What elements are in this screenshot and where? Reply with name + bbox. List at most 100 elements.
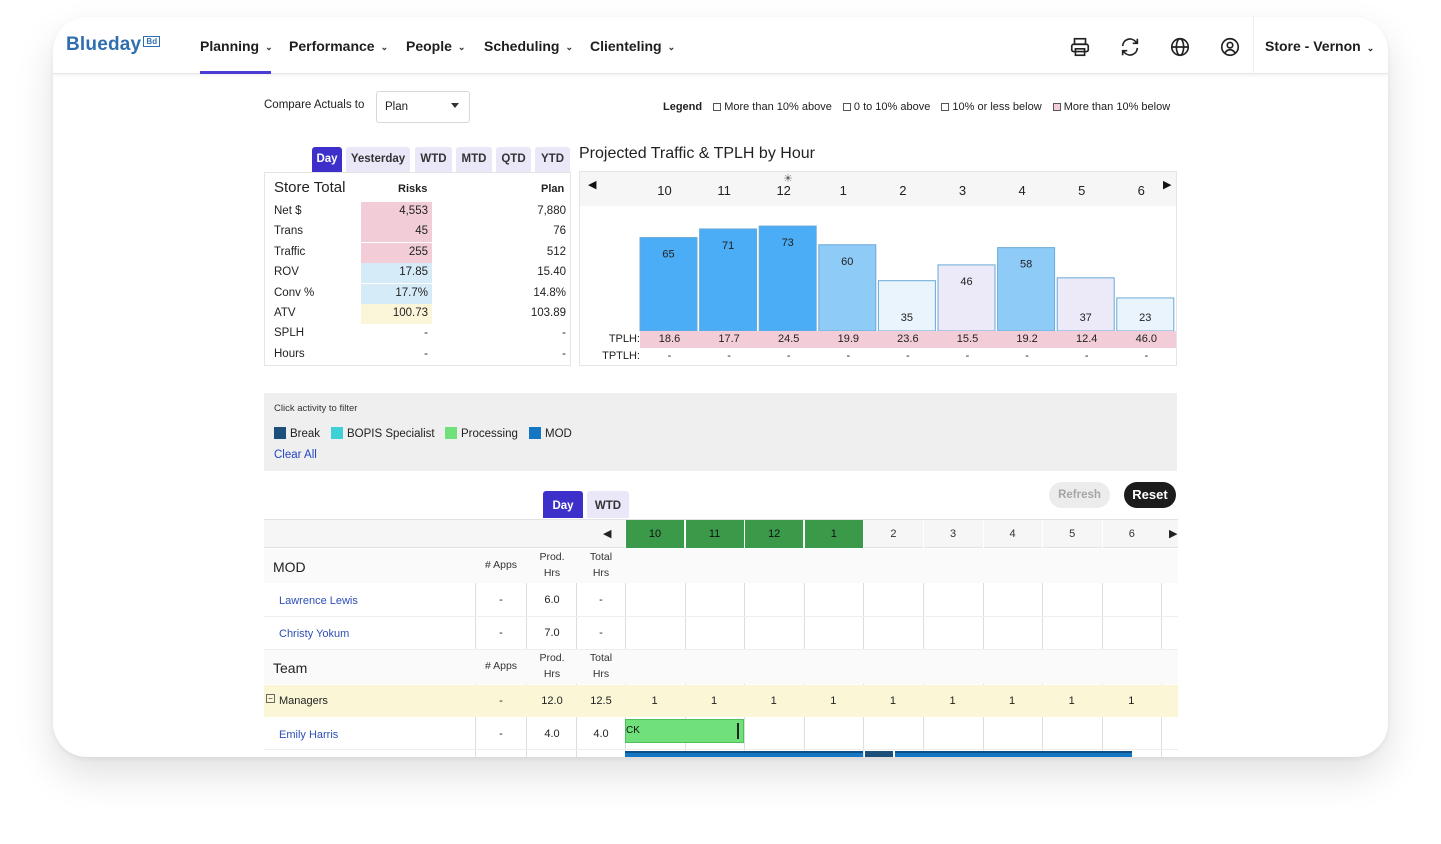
schedule-hour[interactable]: 3: [923, 520, 982, 548]
tab-qtd[interactable]: QTD: [496, 147, 531, 172]
metric-label: Net $: [274, 205, 302, 217]
schedule-hour[interactable]: 2: [863, 520, 922, 548]
nav-scheduling-label: Scheduling: [484, 38, 560, 54]
tab-yesterday[interactable]: Yesterday: [346, 147, 410, 172]
logo[interactable]: Blueday Bd: [66, 34, 161, 56]
compare-select[interactable]: Plan: [376, 91, 470, 123]
nav-active-indicator: [200, 71, 271, 74]
tptlh-value: -: [667, 350, 672, 362]
tplh-value: 24.5: [777, 333, 800, 345]
next-arrow-icon[interactable]: ▶: [1163, 179, 1172, 191]
chevron-down-icon: ⌄: [380, 42, 389, 52]
compare-value: Plan: [385, 101, 409, 113]
traffic-bar[interactable]: [997, 247, 1056, 331]
bar-value-label: 65: [662, 249, 674, 261]
legend-label: More than 10% above: [724, 101, 832, 113]
mod-shift-bar[interactable]: [895, 751, 1132, 757]
schedule-hour[interactable]: 12: [744, 520, 804, 548]
managers-group-row[interactable]: − Managers - 12.0 12.5 1 1 1 1 1 1 1 1 1: [264, 685, 1178, 717]
break-shift-bar[interactable]: [865, 751, 893, 757]
col-prod-hrs: Prod. Hrs: [539, 652, 565, 680]
mod-title: MOD: [273, 559, 306, 575]
printer-icon[interactable]: [1069, 36, 1091, 58]
schedule-hour[interactable]: 10: [625, 520, 684, 548]
store-total-row: SPLH - -: [265, 324, 570, 345]
schedule-tab-day[interactable]: Day: [543, 491, 583, 518]
processing-shift-bar[interactable]: CK: [625, 719, 744, 743]
refresh-button[interactable]: Refresh: [1049, 482, 1110, 508]
store-total-row: Conv % 17.7% 14.8%: [265, 283, 570, 304]
resize-handle[interactable]: [737, 723, 739, 739]
traffic-bar[interactable]: [699, 228, 758, 331]
schedule-hour[interactable]: 4: [982, 520, 1042, 548]
collapse-icon[interactable]: −: [266, 694, 275, 703]
traffic-bar[interactable]: [639, 237, 698, 331]
traffic-bar[interactable]: [937, 264, 996, 331]
traffic-bars: 65 71 73 60 35 46 58 37 23: [639, 225, 1175, 331]
legend-swatch: [1052, 103, 1061, 111]
traffic-bar[interactable]: [758, 225, 817, 331]
globe-icon[interactable]: [1169, 36, 1191, 58]
prod-value: 7.0: [544, 627, 560, 639]
nav-performance[interactable]: Performance ⌄: [289, 38, 388, 54]
tab-day[interactable]: Day: [312, 147, 342, 172]
bar-value-label: 58: [1020, 259, 1032, 271]
refresh-icon[interactable]: [1119, 36, 1141, 58]
legend-item: 0 to 10% above: [842, 101, 930, 113]
store-selector[interactable]: Store - Vernon ⌄: [1265, 38, 1374, 54]
schedule-hour[interactable]: 5: [1042, 520, 1101, 548]
tplh-value: 15.5: [956, 333, 979, 345]
risk-value: 255: [361, 242, 432, 263]
prod-value: 4.0: [544, 728, 560, 740]
legend-label: More than 10% below: [1063, 101, 1171, 113]
hour-label: 11: [717, 183, 731, 198]
schedule-hour[interactable]: 11: [684, 520, 744, 548]
tptlh-row: TPTLH: - - - - - - - - -: [580, 348, 1176, 365]
risk-value: 4,553: [361, 202, 432, 222]
tab-mtd[interactable]: MTD: [456, 147, 492, 172]
tptlh-value: -: [727, 350, 731, 362]
schedule-prev-arrow-icon[interactable]: ◀: [603, 528, 612, 540]
schedule-hour[interactable]: 1: [803, 520, 863, 548]
activity-break[interactable]: Break: [274, 427, 320, 440]
employee-link[interactable]: Emily Harris: [279, 729, 339, 741]
activity-swatch: [445, 427, 457, 439]
prev-arrow-icon[interactable]: ◀: [588, 179, 597, 191]
traffic-bar[interactable]: [1116, 297, 1175, 331]
traffic-bar[interactable]: [877, 280, 936, 331]
employee-link[interactable]: Lawrence Lewis: [279, 595, 358, 607]
nav-people[interactable]: People ⌄: [406, 38, 465, 54]
clear-all-link[interactable]: Clear All: [274, 449, 317, 461]
reset-button[interactable]: Reset: [1124, 482, 1176, 508]
schedule-hour[interactable]: 6: [1101, 520, 1161, 548]
activity-mod[interactable]: MOD: [529, 427, 572, 440]
schedule-next-arrow-icon[interactable]: ▶: [1169, 528, 1178, 540]
tplh-label: TPLH:: [608, 333, 640, 345]
chevron-down-icon: ⌄: [565, 42, 573, 52]
nav-scheduling[interactable]: Scheduling ⌄: [484, 38, 573, 54]
traffic-bar[interactable]: [818, 244, 877, 331]
activity-label: BOPIS Specialist: [347, 428, 435, 440]
total-value: -: [599, 594, 603, 606]
activity-processing[interactable]: Processing: [445, 427, 518, 440]
tab-ytd[interactable]: YTD: [535, 147, 570, 172]
table-row: Lawrence Lewis - 6.0 -: [264, 584, 1178, 617]
hour-label: 10: [657, 183, 672, 198]
plan-value: 15.40: [537, 266, 566, 279]
employee-link[interactable]: Christy Yokum: [279, 628, 350, 640]
mod-section-header: MOD # Apps Prod. Hrs Total Hrs: [264, 549, 1178, 583]
tab-wtd[interactable]: WTD: [415, 147, 452, 172]
activity-bopis[interactable]: BOPIS Specialist: [331, 427, 435, 440]
filter-hint: Click activity to filter: [274, 403, 358, 414]
traffic-bar[interactable]: [1056, 277, 1115, 331]
user-icon[interactable]: [1219, 36, 1241, 58]
mod-shift-bar[interactable]: [625, 751, 863, 757]
store-total-row: ROV 17.85 15.40: [265, 263, 570, 284]
projected-chart-title: Projected Traffic & TPLH by Hour: [579, 145, 815, 162]
bar-value-label: 73: [782, 237, 794, 249]
schedule-tab-wtd[interactable]: WTD: [587, 491, 629, 518]
nav-clienteling[interactable]: Clienteling ⌄: [590, 38, 675, 54]
col-total-hrs: Total Hrs: [589, 551, 613, 579]
nav-planning[interactable]: Planning ⌄: [200, 38, 273, 54]
app-window: Blueday Bd Planning ⌄ Performance ⌄ People ⌄…: [53, 17, 1388, 757]
